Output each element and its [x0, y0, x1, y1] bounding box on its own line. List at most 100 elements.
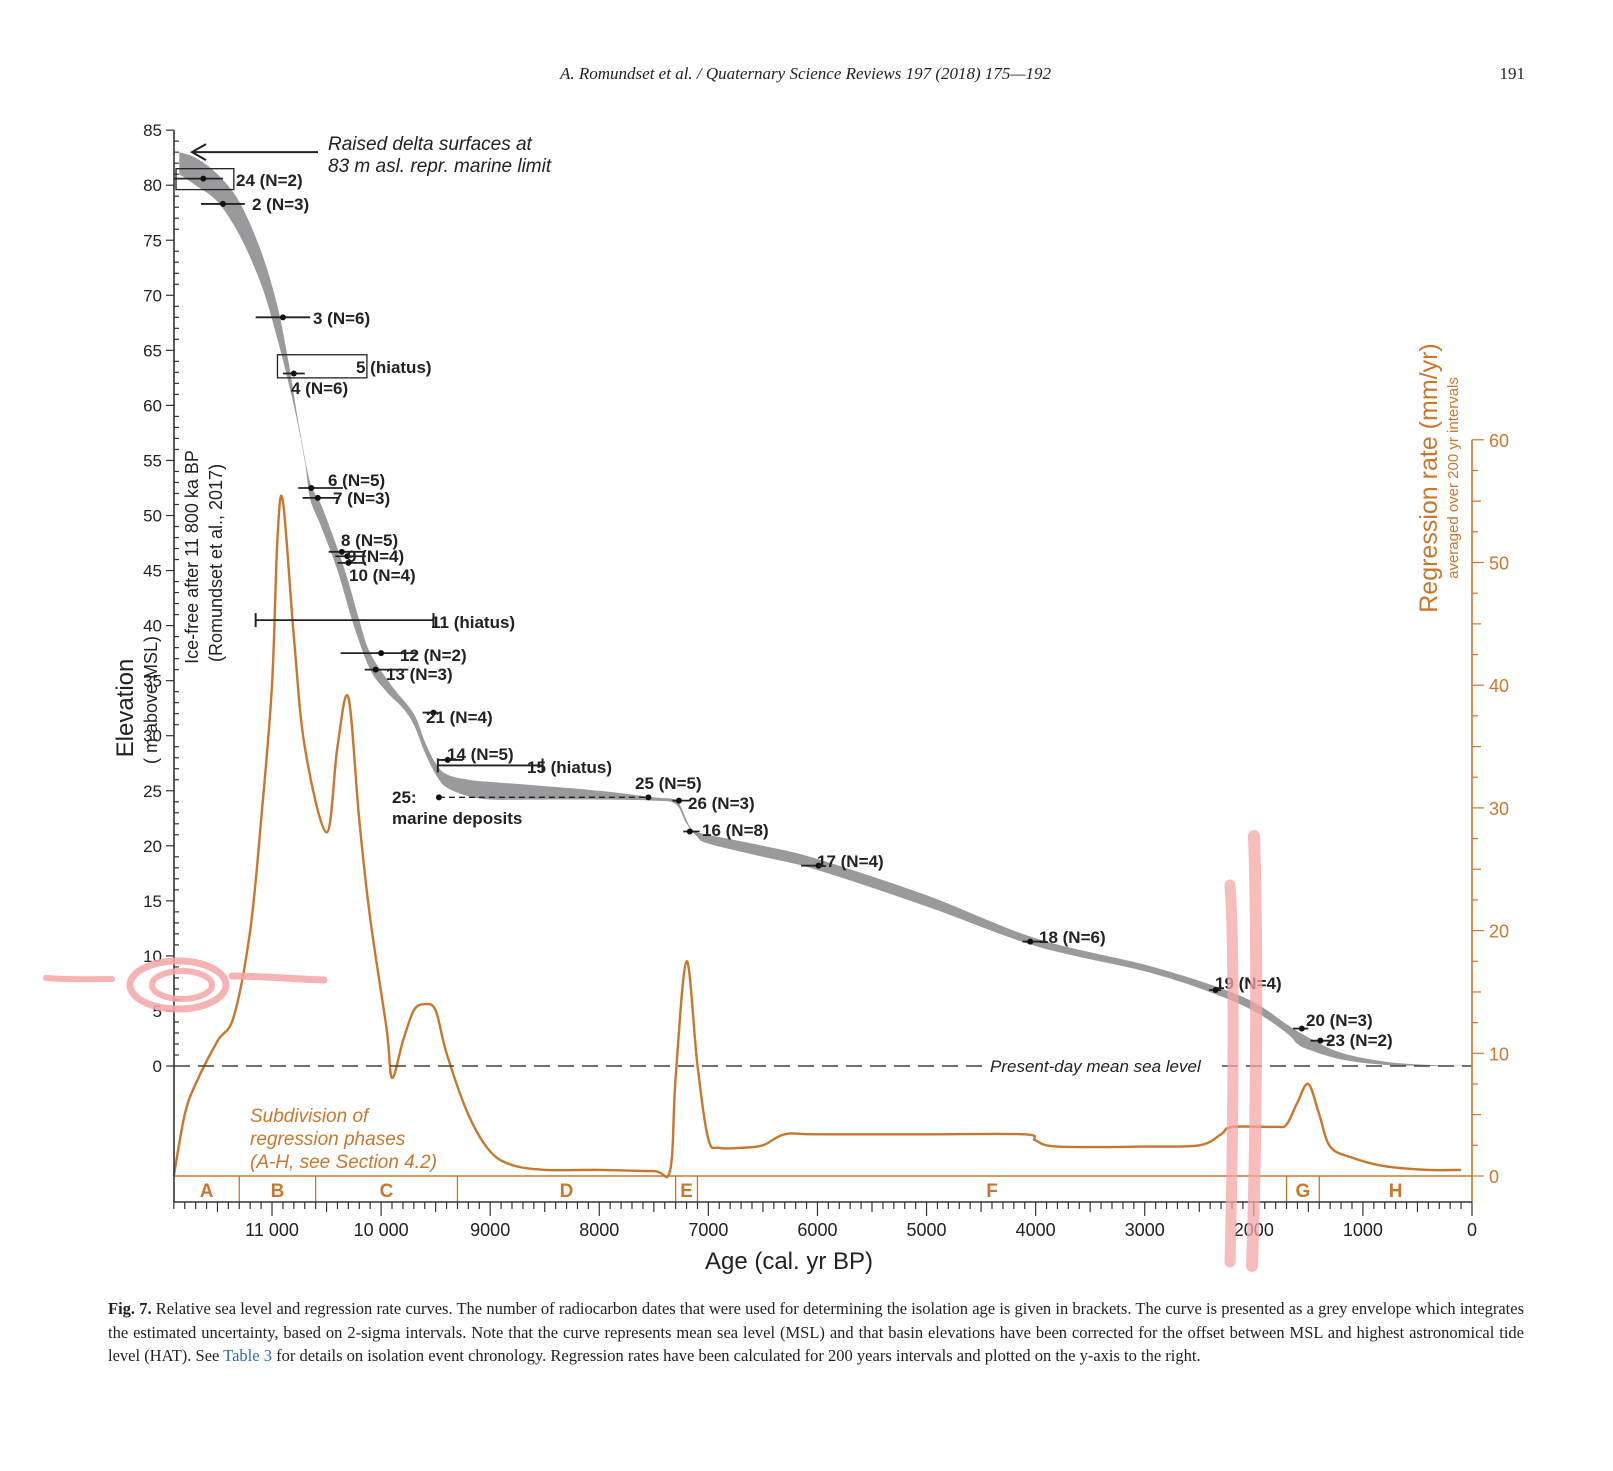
y-tick-label: 85: [143, 121, 162, 140]
sea-level-envelope: [179, 152, 1472, 1067]
table-3-link[interactable]: Table 3: [223, 1346, 272, 1365]
y-tick-label: 70: [143, 286, 162, 305]
isolation-point: [435, 794, 442, 801]
phase-label-e: E: [680, 1181, 693, 1202]
phase-label-f: F: [986, 1181, 998, 1202]
point-label: 13 (N=3): [386, 665, 453, 684]
y2-tick-label: 40: [1489, 676, 1509, 696]
y-tick-label: 35: [143, 672, 162, 691]
sea-level-chart: Present-day mean sea level A B C D E F G H 0 5 10 15…: [43, 121, 1509, 1275]
isolation-point: [308, 484, 315, 491]
y-axis-title: Elevation: [112, 659, 139, 758]
regression-rate-line: [172, 494, 1462, 1179]
phases-note-line: regression phases: [250, 1129, 406, 1150]
x-tick-label: 3000: [1125, 1220, 1165, 1240]
phase-label-c: C: [380, 1181, 394, 1202]
sea-level-envelope-layer: [179, 152, 1472, 1067]
phases-note-line: Subdivision of: [250, 1106, 370, 1127]
isolation-point: [675, 797, 682, 804]
x-tick-label: 0: [1467, 1220, 1477, 1240]
point-label: 26 (N=3): [688, 794, 755, 813]
isolation-point: [219, 200, 226, 207]
y2-tick-label: 50: [1489, 554, 1509, 574]
ice-free-label: Ice-free after 11 800 ka BP: [182, 450, 202, 664]
y-tick-label: 40: [143, 617, 162, 636]
marine-deposits-label-1: 25:: [392, 788, 417, 807]
point-label: 21 (N=4): [426, 708, 493, 727]
point-label: 14 (N=5): [447, 745, 514, 764]
x-tick-label: 1000: [1343, 1220, 1383, 1240]
arrow-head-icon: [189, 143, 207, 162]
journal-citation: A. Romundset et al. / Quaternary Science…: [560, 64, 1052, 83]
isolation-point: [1027, 938, 1034, 945]
y-tick-label: 30: [143, 727, 162, 746]
x-tick-label: 4000: [1016, 1220, 1056, 1240]
isolation-point: [815, 862, 822, 869]
point-label: 18 (N=6): [1039, 928, 1106, 947]
running-head: A. Romundset et al. / Quaternary Science…: [0, 64, 1613, 88]
point-label: 10 (N=4): [349, 566, 416, 585]
isolation-point: [314, 494, 321, 501]
pink-mark-circle: [126, 957, 230, 1013]
hiatus-box: [276, 354, 368, 379]
isolation-point: [444, 756, 451, 763]
pink-mark-vertical: [1246, 830, 1263, 1272]
caption-text-end: for details on isolation event chronolog…: [271, 1346, 1201, 1365]
y2-tick-label: 20: [1489, 922, 1509, 942]
isolation-point: [378, 650, 385, 657]
y2-tick-label: 10: [1489, 1044, 1509, 1064]
x-axis-title: Age (cal. yr BP): [705, 1248, 873, 1275]
isolation-point: [344, 553, 351, 560]
point-label: 12 (N=2): [400, 646, 467, 665]
y-tick-label: 50: [143, 507, 162, 526]
x-tick-label: 9000: [470, 1220, 510, 1240]
y-tick-label: 0: [153, 1057, 162, 1076]
y2-tick-label: 60: [1489, 431, 1509, 451]
point-label: 25 (N=5): [635, 774, 702, 793]
annotation-layer: Present-day mean sea level A B C D E F G H 0 5 10 15…: [112, 121, 1509, 1275]
point-label: 2 (N=3): [252, 195, 309, 214]
y-tick-label: 80: [143, 176, 162, 195]
marine-limit-label-2: 83 m asl. repr. marine limit: [328, 156, 552, 177]
point-label: 5 (hiatus): [356, 358, 432, 377]
phase-label-d: D: [560, 1181, 574, 1202]
pink-mark-line: [228, 972, 328, 984]
x-tick-label: 11 000: [245, 1220, 299, 1240]
point-label: 20 (N=3): [1306, 1011, 1373, 1030]
y2-tick-label: 0: [1489, 1167, 1499, 1187]
x-tick-label: 5000: [907, 1220, 947, 1240]
isolation-point: [645, 794, 652, 801]
point-label: 7 (N=3): [333, 489, 390, 508]
x-tick-label: 6000: [797, 1220, 837, 1240]
isolation-point: [430, 709, 437, 716]
phases-note-line: (A-H, see Section 4.2): [250, 1152, 437, 1173]
isolation-point: [290, 370, 297, 377]
point-label: 11 (hiatus): [431, 613, 515, 632]
x-tick-label: 8000: [579, 1220, 619, 1240]
phase-label-h: H: [1389, 1181, 1403, 1202]
regression-rate-layer: [172, 494, 1462, 1179]
x-tick-label: 7000: [688, 1220, 728, 1240]
pink-mark-circle-inner: [149, 968, 215, 1002]
isolation-point: [1298, 1025, 1305, 1032]
isolation-point: [1317, 1037, 1324, 1044]
point-label: 8 (N=5): [341, 531, 398, 550]
y-tick-label: 55: [143, 451, 162, 470]
ice-free-ref: (Romundset et al., 2017): [206, 464, 226, 662]
point-label: 15 (hiatus): [527, 758, 612, 777]
handdrawn-marks-layer: [43, 830, 1263, 1272]
axes-layer: [166, 129, 1484, 1216]
point-label: 17 (N=4): [817, 852, 884, 871]
isolation-point: [279, 314, 286, 321]
isolation-point: [1212, 987, 1219, 994]
isolation-point: [686, 828, 693, 835]
point-label: 23 (N=2): [1326, 1031, 1393, 1050]
y2-axis-title: Regression rate (mm/yr): [1415, 343, 1443, 613]
isolation-point: [372, 666, 379, 673]
pink-mark-line: [43, 975, 115, 983]
figure-caption: Fig. 7. Relative sea level and regressio…: [108, 1297, 1524, 1368]
msl-label: Present-day mean sea level: [990, 1057, 1202, 1076]
y-tick-label: 75: [143, 231, 162, 250]
isolation-point: [338, 548, 345, 555]
point-label: 9 (N=4): [347, 547, 404, 566]
